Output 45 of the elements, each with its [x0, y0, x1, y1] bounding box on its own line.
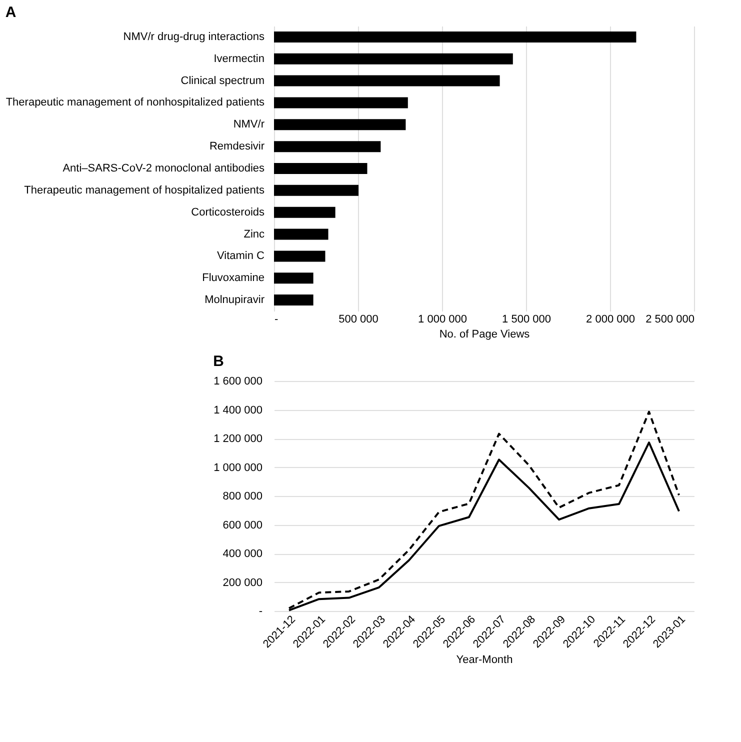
- bar: [274, 141, 381, 152]
- y-tick-label: Clinical spectrum: [180, 74, 264, 87]
- y-tick-label: 1 200 000: [214, 433, 262, 445]
- x-tick-label: 1 500 000: [502, 314, 551, 326]
- y-tick-label: Fluvoxamine: [202, 272, 264, 284]
- y-tick-label: 1 600 000: [214, 376, 262, 388]
- bar: [274, 250, 326, 262]
- y-tick-label: Corticosteroids: [191, 206, 265, 218]
- bar: [274, 31, 636, 42]
- bar: [274, 75, 500, 86]
- x-tick-label: -: [274, 314, 278, 326]
- y-tick-label: Therapeutic management of hospitalized patients: [24, 184, 265, 196]
- bar: [274, 272, 314, 284]
- y-tick-label: Therapeutic management of nonhospitalized patients: [6, 96, 265, 109]
- y-tick-label: NMV/r drug-drug interactions: [123, 30, 265, 43]
- x-tick-label: 2 000 000: [586, 314, 635, 326]
- y-tick-label: Zinc: [244, 228, 265, 240]
- bar: [274, 119, 406, 130]
- x-axis-title: Year-Month: [456, 654, 513, 666]
- x-axis-title: No. of Page Views: [439, 328, 530, 340]
- bar: [274, 97, 408, 108]
- y-tick-label: -: [258, 606, 263, 618]
- y-tick-label: NMV/r: [233, 118, 265, 131]
- y-tick-label: Anti–SARS-CoV-2 monoclonal antibodies: [62, 162, 265, 174]
- bar: [274, 184, 359, 196]
- y-tick-label: 200 000: [222, 576, 262, 589]
- y-tick-label: 400 000: [222, 548, 262, 560]
- bar: [274, 294, 314, 306]
- x-tick-label: 2 500 000: [646, 314, 694, 326]
- y-tick-label: 600 000: [222, 519, 262, 532]
- y-tick-label: 1 400 000: [214, 404, 262, 416]
- y-tick-label: 1 000 000: [214, 462, 262, 474]
- x-tick-label: 500 000: [338, 314, 378, 326]
- text: A: [5, 4, 16, 21]
- bar: [274, 206, 336, 218]
- y-tick-label: Ivermectin: [214, 52, 264, 65]
- y-tick-label: 800 000: [222, 490, 262, 502]
- bar: [274, 53, 513, 64]
- bar: [274, 163, 368, 174]
- y-tick-label: Vitamin C: [217, 250, 265, 262]
- y-tick-label: Molnupiravir: [204, 294, 265, 306]
- x-tick-label: 1 000 000: [418, 314, 467, 326]
- chart-title: B: [213, 353, 224, 370]
- bar: [274, 228, 328, 240]
- y-tick-label: Remdesivir: [209, 140, 265, 153]
